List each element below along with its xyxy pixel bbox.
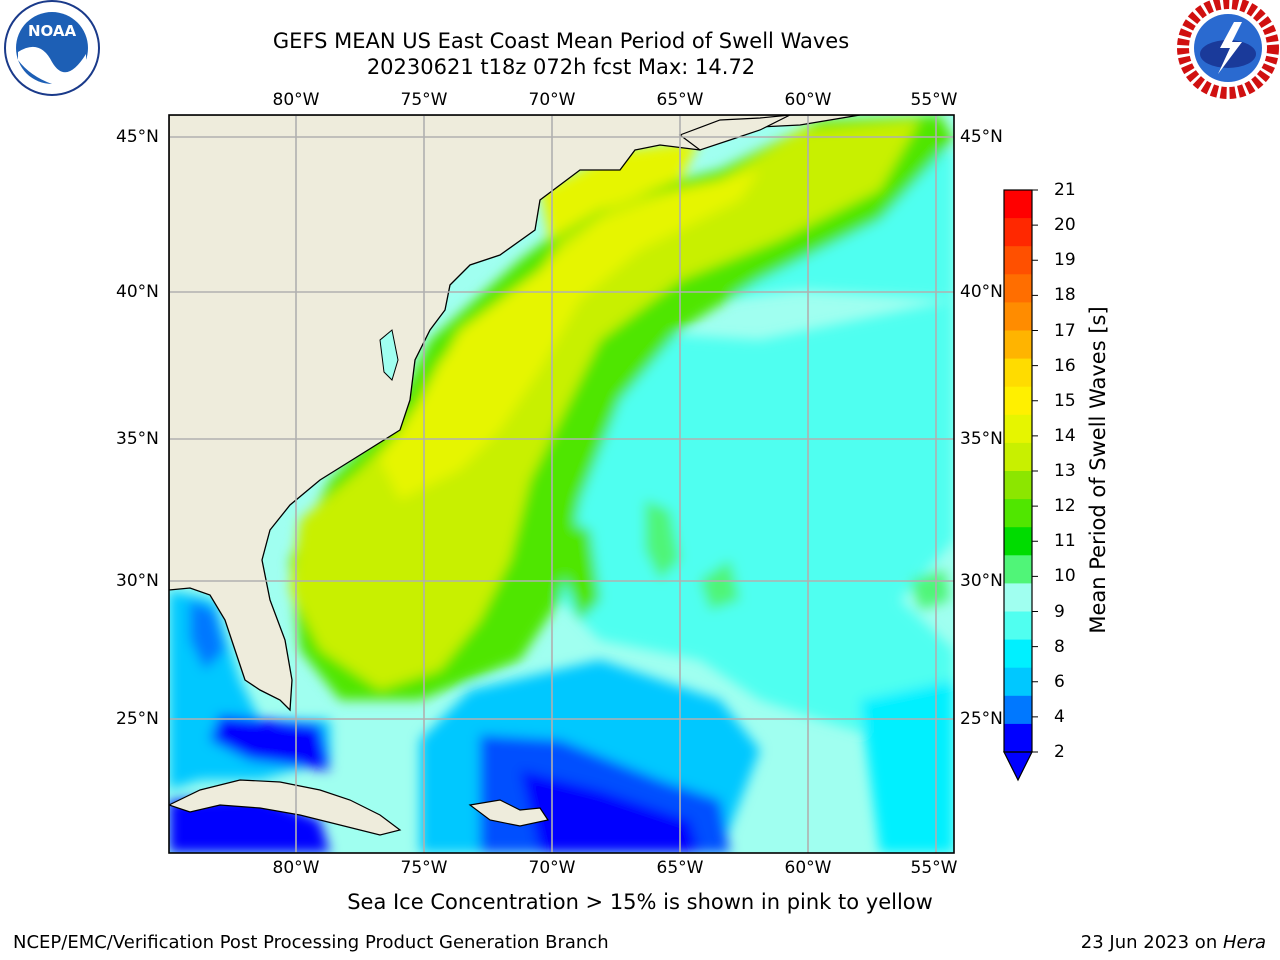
lon-label-bottom: 60°W (784, 858, 832, 878)
land-cuba (169, 779, 402, 836)
date-text: 23 Jun 2023 on (1080, 932, 1223, 953)
colorbar-tick-label: 10 (1054, 566, 1076, 587)
colorbar-swatch (1004, 695, 1032, 725)
lat-label-left: 35°N (116, 429, 159, 449)
colorbar-swatch (1004, 274, 1032, 303)
date-stamp: 23 Jun 2023 on Hera (1081, 932, 1266, 953)
colorbar-swatch (1004, 218, 1032, 247)
colorbar-swatch (1004, 358, 1032, 388)
colorbar-tick-label: 4 (1054, 706, 1065, 727)
land-chesapeake (379, 329, 399, 381)
noaa-logo: NOAA (4, 0, 100, 96)
colorbar-tick-label: 15 (1054, 390, 1076, 411)
map-title: GEFS MEAN US East Coast Mean Period of S… (272, 29, 850, 53)
colorbar-tick-label: 21 (1054, 180, 1076, 200)
land-hispaniola (468, 799, 549, 827)
colorbar-tick-label: 16 (1054, 355, 1076, 376)
lon-label-top: 60°W (784, 90, 832, 110)
lat-label-right: 35°N (960, 429, 1003, 449)
colorbar-tick-label: 12 (1054, 496, 1076, 517)
colorbar-tick-label: 11 (1054, 531, 1076, 552)
map-subtitle: 20230621 t18z 072h fcst Max: 14.72 (366, 55, 756, 79)
lon-label-top: 65°W (656, 90, 704, 110)
map-frame (168, 114, 955, 854)
nws-logo (1177, 0, 1279, 99)
lat-label-left: 30°N (116, 571, 159, 591)
map-plot-area (169, 115, 954, 853)
colorbar-swatch (1004, 555, 1032, 584)
lon-label-bottom: 70°W (528, 858, 576, 878)
sea-ice-note-wrap: Sea Ice Concentration > 15% is shown in … (0, 890, 1280, 914)
lat-label-right: 30°N (960, 571, 1003, 591)
colorbar-swatch (1004, 723, 1032, 753)
land-nova-scotia (678, 115, 791, 151)
lat-label-right: 45°N (960, 127, 1003, 147)
colorbar-tick-label: 20 (1054, 215, 1076, 236)
colorbar-tick-label: 14 (1054, 425, 1076, 446)
lon-label-bottom: 65°W (656, 858, 704, 878)
colorbar-extend-arrow (1003, 751, 1033, 782)
lon-label-top: 80°W (272, 90, 320, 110)
lon-label-top: 55°W (910, 90, 958, 110)
colorbar-swatch (1004, 442, 1032, 472)
lon-label-bottom: 80°W (272, 858, 320, 878)
colorbar-tick-label: 13 (1054, 461, 1076, 481)
lat-label-left: 25°N (116, 709, 159, 729)
colorbar-tick-label: 17 (1054, 320, 1076, 341)
colorbar-swatch (1004, 611, 1032, 641)
lat-label-right: 25°N (960, 709, 1003, 729)
colorbar-tick-label: 2 (1054, 742, 1065, 762)
colorbar-tick-label: 8 (1054, 636, 1065, 657)
lon-label-bottom: 55°W (910, 858, 958, 878)
land-north-america (169, 115, 861, 712)
lon-label-top: 75°W (400, 90, 448, 110)
colorbar-tick-label: 9 (1054, 601, 1065, 622)
colorbar-swatch (1004, 386, 1032, 416)
machine-name: Hera (1222, 932, 1266, 953)
colorbar-swatch (1004, 527, 1032, 556)
colorbar-swatch (1004, 330, 1032, 360)
colorbar-tick-label: 18 (1054, 285, 1076, 306)
colorbar (1003, 189, 1038, 782)
colorbar-swatch (1004, 471, 1032, 500)
colorbar-swatch (1004, 246, 1032, 275)
credit-text: NCEP/EMC/Verification Post Processing Pr… (13, 932, 609, 953)
lon-label-top: 70°W (528, 90, 576, 110)
colorbar-swatch (1004, 190, 1032, 219)
colorbar-swatch (1004, 302, 1032, 331)
colorbar-label: Mean Period of Swell Waves [s] (1086, 306, 1110, 634)
lat-label-left: 45°N (116, 127, 159, 147)
colorbar-swatch (1004, 499, 1032, 528)
graticule (169, 115, 954, 853)
sea-ice-note: Sea Ice Concentration > 15% is shown in … (347, 890, 933, 914)
colorbar-swatch (1004, 639, 1032, 669)
colorbar-swatch (1004, 583, 1032, 612)
lat-label-right: 40°N (960, 282, 1003, 302)
lon-label-bottom: 75°W (400, 858, 448, 878)
colorbar-swatch (1004, 667, 1032, 697)
noaa-logo-text: NOAA (28, 22, 77, 40)
colorbar-tick-label: 19 (1054, 250, 1076, 271)
lat-label-left: 40°N (116, 282, 159, 302)
colorbar-tick-label: 6 (1054, 671, 1065, 692)
colorbar-swatch (1004, 414, 1032, 444)
